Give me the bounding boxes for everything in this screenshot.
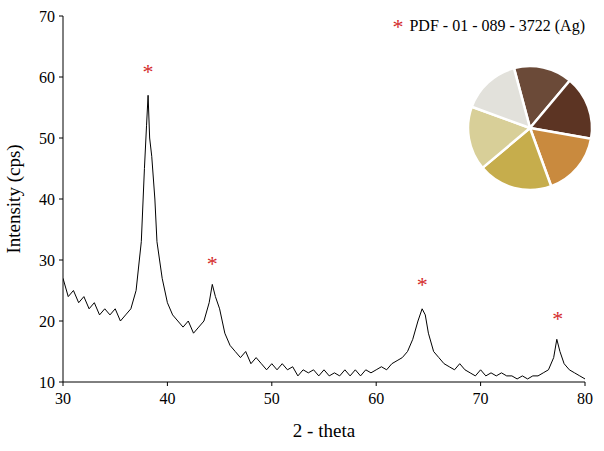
x-tick-label: 80	[577, 390, 593, 407]
x-tick	[167, 382, 168, 386]
sample-photo	[468, 66, 592, 190]
x-axis-title: 2 - theta	[293, 420, 356, 441]
y-tick	[59, 382, 63, 383]
x-tick-label: 30	[55, 390, 71, 407]
y-axis-title: Intensity (cps)	[3, 144, 25, 253]
x-tick	[63, 382, 64, 386]
y-tick	[59, 260, 63, 261]
x-tick-label: 50	[264, 390, 280, 407]
peak-marker: *	[207, 251, 218, 276]
reference-label: PDF - 01 - 089 - 3722 (Ag)	[409, 17, 585, 35]
y-tick	[59, 138, 63, 139]
peak-marker: *	[417, 272, 428, 297]
y-tick-label: 60	[39, 69, 55, 86]
x-tick	[271, 382, 272, 386]
y-tick	[59, 199, 63, 200]
y-tick	[59, 16, 63, 17]
plot-area	[63, 95, 585, 379]
x-axis	[63, 382, 585, 383]
x-tick-label: 60	[368, 390, 384, 407]
y-tick-label: 30	[39, 252, 55, 269]
y-tick-label: 50	[39, 130, 55, 147]
x-tick	[376, 382, 377, 386]
x-tick	[480, 382, 481, 386]
y-tick	[59, 321, 63, 322]
xrd-pattern	[63, 95, 585, 379]
reference-symbol: *	[392, 14, 403, 39]
x-tick	[585, 382, 586, 386]
x-tick-label: 40	[159, 390, 175, 407]
y-tick-label: 20	[39, 313, 55, 330]
y-tick-label: 10	[39, 374, 55, 391]
sample-swatch	[472, 68, 530, 128]
x-tick-label: 70	[473, 390, 489, 407]
y-tick	[59, 77, 63, 78]
peak-marker: *	[143, 59, 154, 84]
y-tick-label: 40	[39, 191, 55, 208]
y-tick-label: 70	[39, 8, 55, 25]
peak-marker: *	[552, 306, 563, 331]
chart: 30 40 50 60 70 80 10 20 30 40 50 60 70 2 - theta Inten…	[0, 0, 604, 451]
